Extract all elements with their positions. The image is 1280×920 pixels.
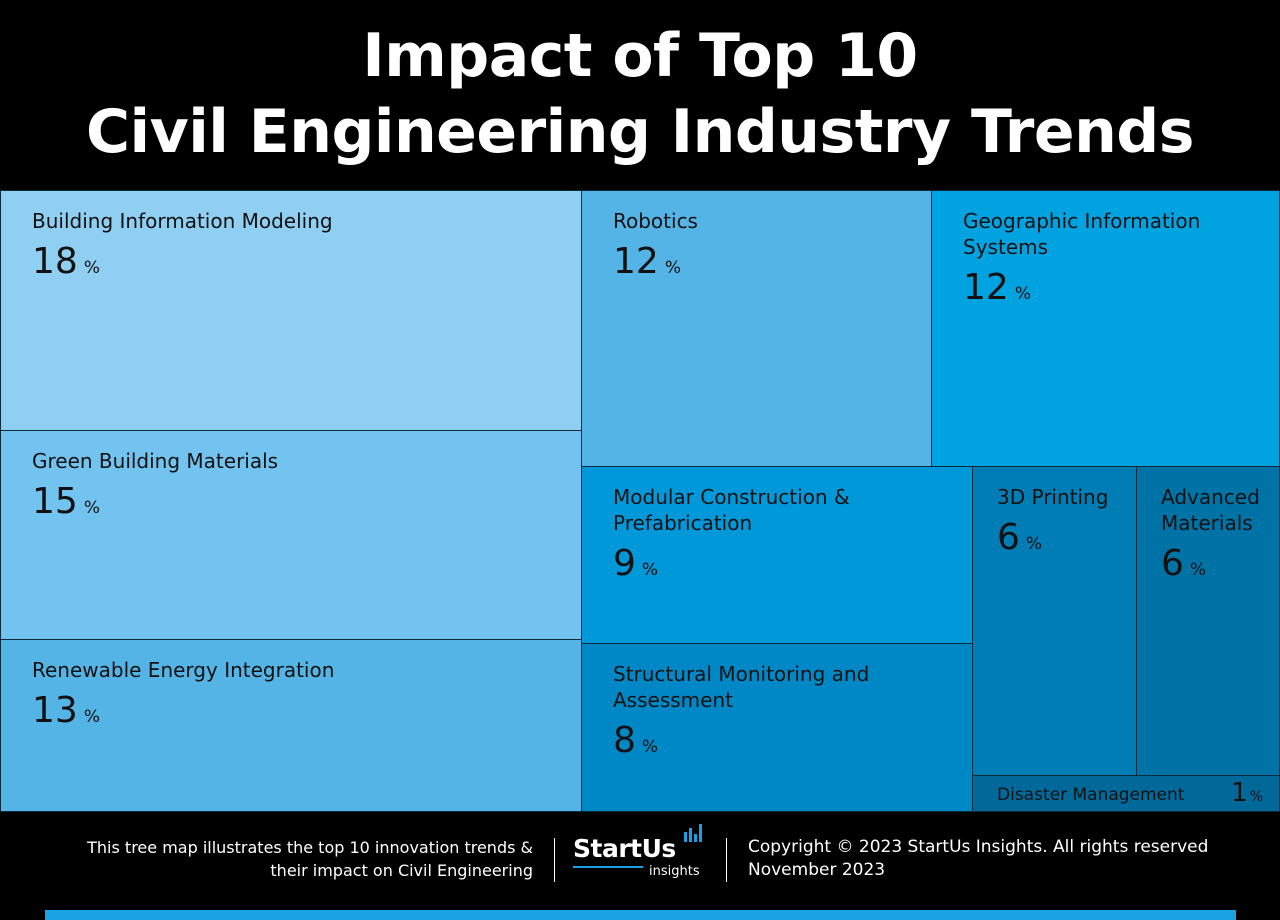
treemap-cell: Building Information Modeling 18% <box>0 190 582 431</box>
footer-description: This tree map illustrates the top 10 inn… <box>87 836 533 882</box>
treemap-value-number: 6 <box>997 517 1020 558</box>
treemap-cell-value: 18% <box>32 241 100 282</box>
treemap-value-number: 15 <box>32 481 78 522</box>
treemap-value-unit: % <box>664 258 681 278</box>
treemap-cell: Advanced Materials 6% <box>1136 466 1280 776</box>
treemap-value-number: 18 <box>32 241 78 282</box>
title-line-1: Impact of Top 10 <box>362 21 918 91</box>
treemap-value-unit: % <box>1249 789 1263 805</box>
treemap-cell: Green Building Materials 15% <box>0 430 582 640</box>
treemap-cell: Geographic Information Systems 12% <box>931 190 1280 467</box>
chart-title: Impact of Top 10 Civil Engineering Indus… <box>0 18 1280 170</box>
treemap-value-unit: % <box>83 707 100 727</box>
treemap-cell-value: 12% <box>613 241 681 282</box>
treemap-cell-label: Building Information Modeling <box>32 209 333 233</box>
treemap-cell-value: 1% <box>1231 778 1263 808</box>
treemap-value-unit: % <box>1025 534 1043 554</box>
treemap-value-unit: % <box>1014 284 1031 304</box>
treemap-cell-label: 3D Printing <box>997 485 1109 509</box>
logo-brand: StartUs <box>573 834 676 863</box>
bottom-accent-bar <box>45 910 1236 920</box>
treemap-cell: Disaster Management 1% <box>972 775 1280 812</box>
treemap-cell-label: Renewable Energy Integration <box>32 658 335 682</box>
footer-divider-left <box>554 838 555 882</box>
logo-sub: insights <box>649 864 700 879</box>
footer-copyright: Copyright © 2023 StartUs Insights. All r… <box>748 836 1208 882</box>
treemap-value-unit: % <box>641 560 659 580</box>
treemap-cell-value: 6% <box>997 517 1042 558</box>
treemap-cell-value: 8% <box>613 720 658 761</box>
treemap-cell-value: 6% <box>1161 543 1206 584</box>
treemap-cell: Structural Monitoring and Assessment 8% <box>581 643 973 812</box>
treemap-cell-label: Advanced Materials <box>1161 485 1260 535</box>
treemap-value-number: 1 <box>1231 778 1248 808</box>
treemap-cell-label: Geographic Information Systems <box>963 209 1201 259</box>
footer-description-line-1: This tree map illustrates the top 10 inn… <box>87 838 533 857</box>
footer-description-line-2: their impact on Civil Engineering <box>270 861 533 880</box>
copyright-text: Copyright © 2023 StartUs Insights. All r… <box>748 837 1209 857</box>
treemap-cell: Robotics 12% <box>581 190 932 467</box>
treemap-cell: Renewable Energy Integration 13% <box>0 639 582 812</box>
treemap-cell-value: 12% <box>963 267 1031 308</box>
treemap-cell-label: Disaster Management <box>997 785 1185 805</box>
treemap-cell-label: Robotics <box>613 209 698 233</box>
treemap-cell-label: Green Building Materials <box>32 449 279 473</box>
treemap-value-unit: % <box>83 258 100 278</box>
title-line-2: Civil Engineering Industry Trends <box>86 97 1194 167</box>
treemap-cell-label: Structural Monitoring and Assessment <box>613 662 870 712</box>
treemap-value-unit: % <box>83 498 100 518</box>
date-text: November 2023 <box>748 860 886 880</box>
treemap-cell-value: 9% <box>613 543 658 584</box>
treemap-value-unit: % <box>641 737 659 757</box>
treemap-cell-value: 13% <box>32 690 100 731</box>
treemap-value-unit: % <box>1189 560 1207 580</box>
logo-underline <box>573 866 643 868</box>
footer-divider-right <box>726 838 727 882</box>
treemap-value-number: 13 <box>32 690 78 731</box>
startus-logo: StartUs insights <box>573 824 713 884</box>
treemap-cell-value: 15% <box>32 481 100 522</box>
treemap-cell-label: Modular Construction & Prefabrication <box>613 485 850 535</box>
treemap-value-number: 6 <box>1161 543 1184 584</box>
treemap: Building Information Modeling 18% Green Bu… <box>0 190 1280 812</box>
treemap-value-number: 9 <box>613 543 636 584</box>
treemap-cell: Modular Construction & Prefabrication 9% <box>581 466 973 644</box>
treemap-value-number: 12 <box>613 241 659 282</box>
treemap-value-number: 8 <box>613 720 636 761</box>
treemap-cell: 3D Printing 6% <box>972 466 1137 776</box>
treemap-value-number: 12 <box>963 267 1009 308</box>
